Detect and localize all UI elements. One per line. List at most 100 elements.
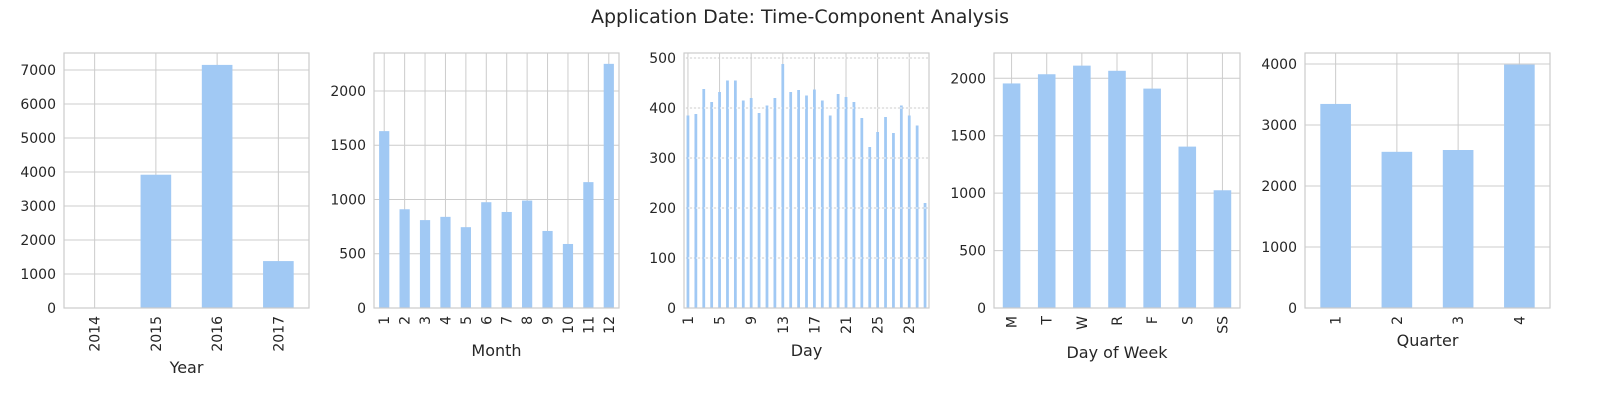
y-tick-label: 2000	[20, 233, 56, 249]
x-tick-label: 9	[541, 316, 557, 325]
bar-5	[460, 227, 471, 308]
y-tick-label: 3000	[20, 199, 56, 215]
y-tick-label: 4000	[20, 165, 56, 181]
y-tick-label: 100	[649, 251, 676, 267]
y-tick-label: 2000	[950, 71, 986, 87]
x-tick-label: 8	[520, 316, 536, 325]
x-tick-label: 6	[479, 316, 495, 325]
y-tick-label: 2000	[330, 84, 366, 100]
y-tick-label: 500	[649, 51, 676, 67]
bar-11	[765, 105, 769, 308]
bar-29	[907, 115, 911, 308]
x-tick-label: 11	[581, 316, 597, 334]
bar-7	[501, 211, 512, 308]
y-tick-label: 300	[649, 151, 676, 167]
x-tick-label: M	[1005, 316, 1021, 328]
x-tick-label: 12	[602, 316, 618, 334]
bar-3	[1442, 149, 1474, 308]
x-tick-label: 1	[377, 316, 393, 325]
bar-14	[789, 92, 793, 308]
bar-R	[1108, 70, 1126, 309]
x-tick-label: 29	[902, 316, 918, 334]
bar-2016	[201, 64, 233, 309]
bar-T	[1037, 74, 1056, 308]
y-tick-label: 0	[667, 301, 676, 317]
bar-11	[583, 182, 594, 308]
x-tick-label: 2015	[149, 316, 165, 352]
x-tick-label: 21	[839, 316, 855, 334]
y-tick-label: 0	[357, 301, 366, 317]
x-tick-label: 2016	[210, 316, 226, 352]
bar-17	[813, 89, 816, 308]
bar-20	[836, 94, 840, 308]
x-tick-label: 5	[713, 316, 729, 325]
y-tick-label: 500	[339, 247, 366, 263]
bar-21	[844, 97, 848, 308]
axes-frame	[63, 52, 310, 309]
x-tick-label: F	[1145, 316, 1161, 324]
figure-title: Application Date: Time-Component Analysi…	[590, 6, 1010, 28]
bar-W	[1073, 65, 1091, 308]
x-tick-label: R	[1110, 316, 1126, 326]
x-tick-label: W	[1075, 316, 1091, 330]
x-tick-label: 2	[1390, 316, 1406, 325]
bar-4	[710, 102, 714, 308]
bar-12	[603, 63, 614, 309]
chart-panel-3: 0 100 200 300 400 500 1 5 9 13 17 21 25 29 Day	[649, 51, 930, 360]
x-axis-label: Day of Week	[1066, 343, 1168, 362]
bar-2017	[263, 261, 294, 308]
y-tick-label: 1000	[330, 192, 366, 208]
bar-30	[915, 125, 919, 308]
y-tick-label: 200	[649, 201, 676, 217]
y-tick-label: 400	[649, 101, 676, 117]
bar-7	[733, 80, 737, 308]
bar-24	[868, 147, 872, 308]
y-tick-label: 0	[1288, 301, 1297, 317]
bar-31	[923, 203, 927, 308]
x-tick-label: 25	[871, 316, 887, 334]
x-axis-label: Quarter	[1397, 331, 1459, 350]
bar-2	[399, 209, 410, 308]
bar-2	[694, 114, 698, 308]
x-tick-label: S	[1180, 316, 1196, 325]
axes-frame	[1304, 52, 1551, 309]
y-tick-label: 2000	[1261, 179, 1297, 195]
bar-19	[828, 115, 832, 308]
x-tick-label: 2	[398, 316, 414, 325]
y-tick-label: 0	[47, 301, 56, 317]
bar-M	[1002, 83, 1021, 309]
bar-1	[686, 115, 690, 308]
y-tick-label: 7000	[20, 63, 56, 79]
axes-frame	[373, 52, 620, 309]
chart-panel-5: 0 1000 2000 3000 4000 1 2 3 4 Quarter	[1261, 52, 1551, 350]
bar-1	[379, 131, 390, 308]
y-tick-label: 1000	[20, 267, 56, 283]
y-tick-label: 1000	[1261, 240, 1297, 256]
bar-1	[1320, 103, 1351, 308]
bar-16	[805, 95, 808, 308]
bar-SS	[1213, 190, 1232, 308]
x-tick-label: 5	[459, 316, 475, 325]
y-tick-label: 5000	[20, 131, 56, 147]
x-axis-label: Day	[791, 341, 823, 360]
chart-panel-1: 0 1000 2000 3000 4000 5000 6000 7000 2014 2015 201…	[20, 52, 310, 377]
x-tick-label: 2017	[271, 316, 287, 352]
x-tick-label: 4	[438, 316, 454, 325]
x-axis-label: Year	[169, 358, 204, 377]
bar-F	[1143, 88, 1161, 308]
x-tick-label: 3	[1451, 316, 1467, 325]
bar-26	[884, 117, 887, 308]
bar-2	[1381, 151, 1413, 308]
x-tick-label: 4	[1512, 316, 1528, 325]
bar-8	[741, 100, 745, 308]
bar-27	[892, 133, 895, 308]
x-tick-label: 3	[418, 316, 434, 325]
bar-6	[726, 80, 729, 308]
bar-9	[542, 230, 553, 308]
bar-13	[781, 64, 785, 308]
bar-22	[852, 102, 856, 308]
